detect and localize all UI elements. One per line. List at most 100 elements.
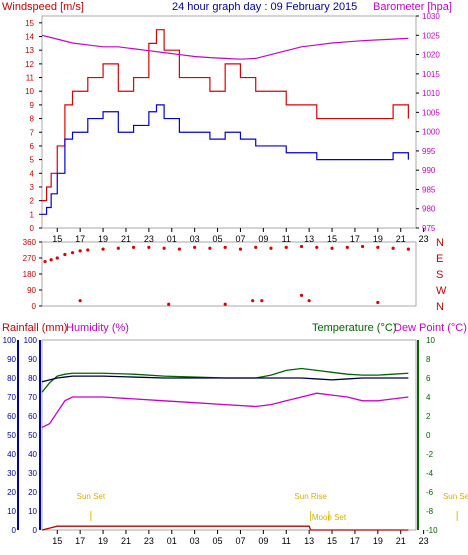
dir-ytick-label: 90 (27, 286, 36, 295)
dir-ytick-label: 360 (23, 238, 37, 247)
humidity-ytick-label: 0 (33, 526, 38, 535)
baro-ytick-label: 975 (422, 224, 436, 233)
direction-point (330, 246, 334, 250)
humidity-ytick-label: 100 (24, 336, 38, 345)
temp-ytick-label: -2 (426, 450, 434, 459)
wind-ytick-label: 6 (30, 142, 35, 151)
rain-ytick-label: 70 (7, 393, 16, 402)
humidity-ytick-label: 20 (28, 488, 37, 497)
temp-xtick-label: 21 (396, 536, 406, 546)
temperature-line (41, 367, 409, 393)
humidity-ytick-label: 60 (28, 412, 37, 421)
temp-xtick-label: 17 (350, 536, 360, 546)
humidity-ytick-label: 50 (28, 431, 37, 440)
dir-compass-label: S (436, 269, 443, 281)
direction-point (147, 245, 151, 249)
humidity-ytick-label: 40 (28, 450, 37, 459)
wind-xtick-label: 05 (213, 234, 223, 244)
rainfall-axis-label: Rainfall (mm) (2, 322, 67, 334)
temp-xtick-label: 09 (258, 536, 268, 546)
humidity-ytick-label: 70 (28, 393, 37, 402)
temp-xtick-label: 19 (98, 536, 108, 546)
dir-compass-label: N (436, 237, 444, 249)
temp-ytick-label: 0 (426, 431, 431, 440)
direction-point (162, 246, 166, 250)
wind-xtick-label: 01 (167, 234, 177, 244)
temp-ytick-label: -4 (426, 469, 434, 478)
wind-ytick-label: 8 (30, 115, 35, 124)
rain-ytick-label: 10 (7, 507, 16, 516)
baro-ytick-label: 1010 (422, 89, 440, 98)
graph-title: 24 hour graph day : 09 February 2015 (172, 1, 357, 13)
temp-xtick-label: 21 (121, 536, 131, 546)
wind-ytick-label: 0 (30, 224, 35, 233)
direction-point (101, 247, 105, 251)
wind-xtick-label: 23 (144, 234, 154, 244)
temp-xtick-label: 01 (167, 536, 177, 546)
wind-xtick-label: 07 (235, 234, 245, 244)
direction-point (406, 247, 410, 251)
temperature-chart: 0102030405060708090100010203040506070809… (3, 336, 468, 546)
direction-outlier-point (251, 299, 255, 303)
baro-ytick-label: 1020 (422, 51, 440, 60)
temp-xtick-label: 23 (144, 536, 154, 546)
temp-xtick-label: 15 (52, 536, 62, 546)
direction-point (78, 249, 82, 253)
temp-xtick-label: 19 (373, 536, 383, 546)
baro-ytick-label: 1000 (422, 128, 440, 137)
direction-outlier-point (260, 299, 264, 303)
temp-plot-frame (41, 339, 417, 531)
direction-point (116, 246, 120, 250)
direction-outlier-point (376, 300, 380, 305)
direction-point (131, 245, 136, 249)
direction-point (63, 252, 67, 257)
dir-ytick-label: 180 (23, 270, 37, 279)
baro-ytick-label: 1025 (422, 31, 440, 40)
temp-xtick-label: 17 (75, 536, 85, 546)
baro-ytick-label: 1005 (422, 108, 440, 117)
wind-chart: 0123456789101112131415975980985990995100… (25, 12, 440, 244)
direction-point (391, 246, 395, 250)
temp-xtick-label: 03 (190, 536, 200, 546)
wind-xtick-label: 03 (190, 234, 200, 244)
temperature-axis-label: Temperature (°C) (312, 322, 396, 334)
direction-point (376, 245, 380, 249)
humidity-line (41, 392, 409, 428)
humidity-ytick-label: 80 (28, 374, 37, 383)
wind-ytick-label: 7 (30, 128, 35, 137)
wind-ytick-label: 12 (25, 60, 34, 69)
rain-ytick-label: 30 (7, 469, 16, 478)
temp-xtick-label: 23 (419, 536, 429, 546)
direction-point (193, 245, 197, 249)
wind-ytick-label: 11 (26, 74, 35, 83)
wind-xtick-label: 19 (98, 234, 108, 244)
direction-point (315, 245, 319, 249)
temp-xtick-label: 05 (213, 536, 223, 546)
direction-outlier-point (167, 302, 171, 306)
wind-xtick-label: 09 (258, 234, 268, 244)
temp-xtick-label: 07 (235, 536, 245, 546)
temp-ytick-label: -10 (426, 526, 438, 535)
direction-point (360, 244, 365, 249)
wind-xtick-label: 11 (282, 234, 291, 244)
temp-ytick-label: 6 (426, 374, 431, 383)
wind-ytick-label: 1 (30, 210, 35, 219)
wind-xtick-label: 21 (121, 234, 131, 244)
direction-point (269, 246, 273, 250)
wind-xtick-label: 23 (419, 234, 429, 244)
wind-ytick-label: 15 (25, 19, 34, 28)
baro-ytick-label: 995 (422, 147, 436, 156)
wind-ytick-label: 3 (30, 183, 35, 192)
direction-point (345, 245, 349, 249)
barometer-line (41, 34, 409, 60)
rain-ytick-label: 20 (7, 488, 16, 497)
rain-ytick-label: 100 (3, 336, 17, 345)
direction-point (49, 258, 53, 262)
dir-ytick-label: 0 (32, 302, 37, 311)
dewpoint-axis-label: Dew Point (°C) (394, 322, 467, 334)
baro-ytick-label: 1030 (422, 12, 440, 21)
rain-ytick-label: 90 (7, 355, 16, 364)
temp-ytick-label: 10 (426, 336, 435, 345)
